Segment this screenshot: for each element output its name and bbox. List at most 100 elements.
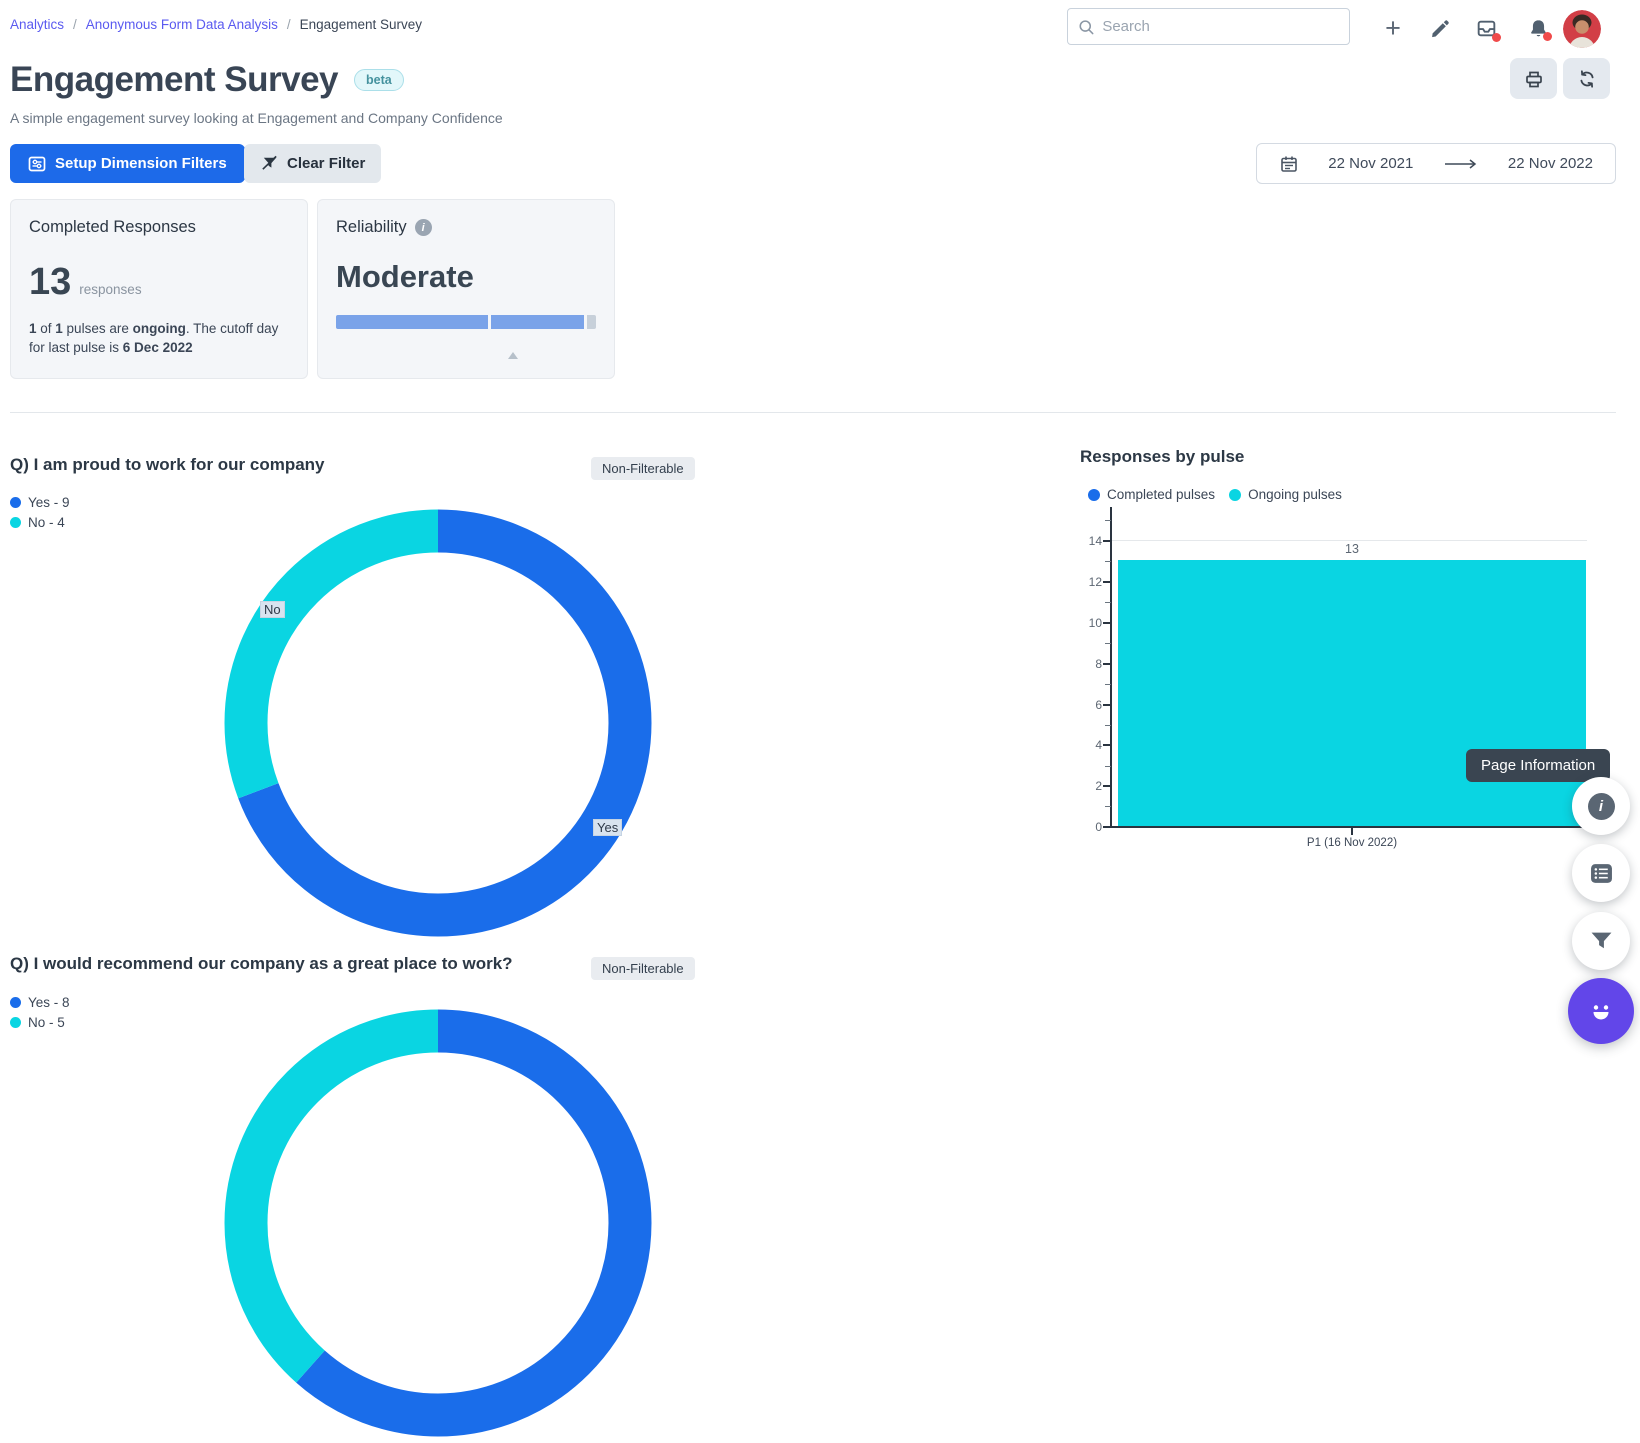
legend-label-completed: Completed pulses xyxy=(1107,487,1216,502)
y-minor-tick xyxy=(1105,684,1111,685)
clear-filter-label: Clear Filter xyxy=(287,155,366,172)
sliders-icon xyxy=(28,156,46,171)
section-divider xyxy=(10,412,1616,413)
reliability-marker-triangle xyxy=(508,352,518,359)
search-input[interactable] xyxy=(1102,18,1339,35)
q1-legend-no: No - 4 xyxy=(10,515,65,530)
y-tick-label: 4 xyxy=(1095,738,1102,752)
clear-filter-icon xyxy=(262,155,277,170)
breadcrumb-current: Engagement Survey xyxy=(299,17,422,32)
legend-label-no: No - 4 xyxy=(28,515,65,530)
page-information-fab[interactable]: i xyxy=(1572,777,1630,835)
legend-label-yes: Yes - 9 xyxy=(28,495,70,510)
reliability-segment-1 xyxy=(336,315,488,329)
y-major-tick xyxy=(1103,540,1111,542)
q1-donut-no-slice[interactable] xyxy=(224,509,652,937)
setup-dimension-filters-button[interactable]: Setup Dimension Filters xyxy=(10,144,245,183)
filter-fab[interactable] xyxy=(1572,912,1630,970)
q2-legend-no: No - 5 xyxy=(10,1015,65,1030)
arrow-right-icon xyxy=(1444,158,1476,169)
y-minor-tick xyxy=(1105,602,1111,603)
reliability-card: Reliability i Moderate xyxy=(317,199,615,379)
search-box[interactable] xyxy=(1067,8,1350,45)
beta-badge: beta xyxy=(354,69,404,91)
y-tick-label: 8 xyxy=(1095,657,1102,671)
date-from: 22 Nov 2021 xyxy=(1328,155,1414,172)
page-subtitle: A simple engagement survey looking at En… xyxy=(10,110,503,126)
q1-donut-chart[interactable] xyxy=(218,503,658,943)
search-icon xyxy=(1079,19,1094,34)
q1-slice-label-yes: Yes xyxy=(593,819,623,836)
reliability-bar xyxy=(336,315,596,329)
q2-legend-yes: Yes - 8 xyxy=(10,995,70,1010)
x-tick-label: P1 (16 Nov 2022) xyxy=(1306,837,1398,849)
page-information-tooltip: Page Information xyxy=(1466,749,1611,782)
y-major-tick xyxy=(1103,785,1111,787)
legend-label-ongoing: Ongoing pulses xyxy=(1248,487,1342,502)
inbox-tray-icon xyxy=(1477,20,1495,36)
y-minor-tick xyxy=(1105,643,1111,644)
q1-legend-yes: Yes - 9 xyxy=(10,495,70,510)
notifications-button[interactable] xyxy=(1522,12,1554,44)
details-list-fab[interactable] xyxy=(1572,844,1630,902)
avatar[interactable] xyxy=(1563,10,1601,48)
completed-responses-title: Completed Responses xyxy=(29,218,196,236)
y-tick-label: 10 xyxy=(1088,616,1102,630)
ongoing-pulses-bar[interactable] xyxy=(1118,560,1586,826)
print-button[interactable] xyxy=(1510,58,1557,99)
y-major-tick xyxy=(1103,826,1111,828)
breadcrumb-link-anonymous-form[interactable]: Anonymous Form Data Analysis xyxy=(85,17,278,32)
breadcrumb-link-analytics[interactable]: Analytics xyxy=(10,17,65,32)
y-minor-tick xyxy=(1105,561,1111,562)
reliability-segment-2 xyxy=(491,315,584,329)
breadcrumb-separator: / xyxy=(73,17,77,32)
pulse-legend-completed: Completed pulses xyxy=(1088,487,1215,502)
completed-responses-card: Completed Responses 13 responses 1 of 1 … xyxy=(10,199,308,379)
setup-dimension-filters-label: Setup Dimension Filters xyxy=(55,155,227,172)
refresh-button[interactable] xyxy=(1563,58,1610,99)
inbox-button[interactable] xyxy=(1470,12,1502,44)
plus-icon: + xyxy=(1385,13,1401,43)
question-1-title: Q) I am proud to work for our company xyxy=(10,455,325,474)
legend-dot-yes xyxy=(10,997,21,1008)
add-button[interactable]: + xyxy=(1377,12,1409,44)
y-major-tick xyxy=(1103,744,1111,746)
refresh-icon xyxy=(1580,69,1593,88)
pulse-chart-title: Responses by pulse xyxy=(1080,447,1245,466)
gridline-14 xyxy=(1112,540,1587,541)
reliability-gap xyxy=(584,315,587,329)
clear-filter-button[interactable]: Clear Filter xyxy=(244,144,382,183)
date-to: 22 Nov 2022 xyxy=(1507,155,1593,172)
legend-dot-yes xyxy=(10,497,21,508)
q2-donut-chart[interactable] xyxy=(218,1003,658,1443)
page: { "breadcrumb": { "items": ["Analytics",… xyxy=(10,8,1634,1437)
bell-icon xyxy=(1530,19,1546,36)
y-minor-tick xyxy=(1105,520,1111,521)
chat-fab[interactable] xyxy=(1568,978,1634,1044)
info-icon: i xyxy=(1587,792,1615,820)
avatar-photo xyxy=(1563,10,1601,48)
legend-label-no: No - 5 xyxy=(28,1015,65,1030)
date-range-picker[interactable]: 22 Nov 2021 22 Nov 2022 xyxy=(1256,143,1616,184)
legend-dot-ongoing xyxy=(1229,488,1242,501)
y-tick-label: 12 xyxy=(1088,575,1102,589)
page-title: Engagement Survey xyxy=(10,60,339,99)
legend-dot-completed xyxy=(1088,488,1100,501)
reliability-gap xyxy=(488,315,491,329)
x-axis xyxy=(1110,826,1587,828)
reliability-info-icon[interactable]: i xyxy=(414,219,432,236)
smiley-icon xyxy=(1593,1005,1609,1020)
question-2-title: Q) I would recommend our company as a gr… xyxy=(10,954,513,973)
list-icon xyxy=(1590,863,1612,883)
edit-button[interactable] xyxy=(1424,12,1456,44)
legend-dot-no xyxy=(10,517,21,528)
y-major-tick xyxy=(1103,704,1111,706)
printer-icon xyxy=(1525,71,1542,87)
y-tick-label: 6 xyxy=(1095,698,1102,712)
question-2-non-filterable-badge: Non-Filterable xyxy=(591,957,695,980)
reliability-segment-rest xyxy=(587,315,596,329)
completed-responses-note: 1 of 1 pulses are ongoing. The cutoff da… xyxy=(29,321,279,355)
funnel-icon xyxy=(1591,932,1611,948)
inbox-notification-dot xyxy=(1492,33,1501,42)
y-major-tick xyxy=(1103,663,1111,665)
